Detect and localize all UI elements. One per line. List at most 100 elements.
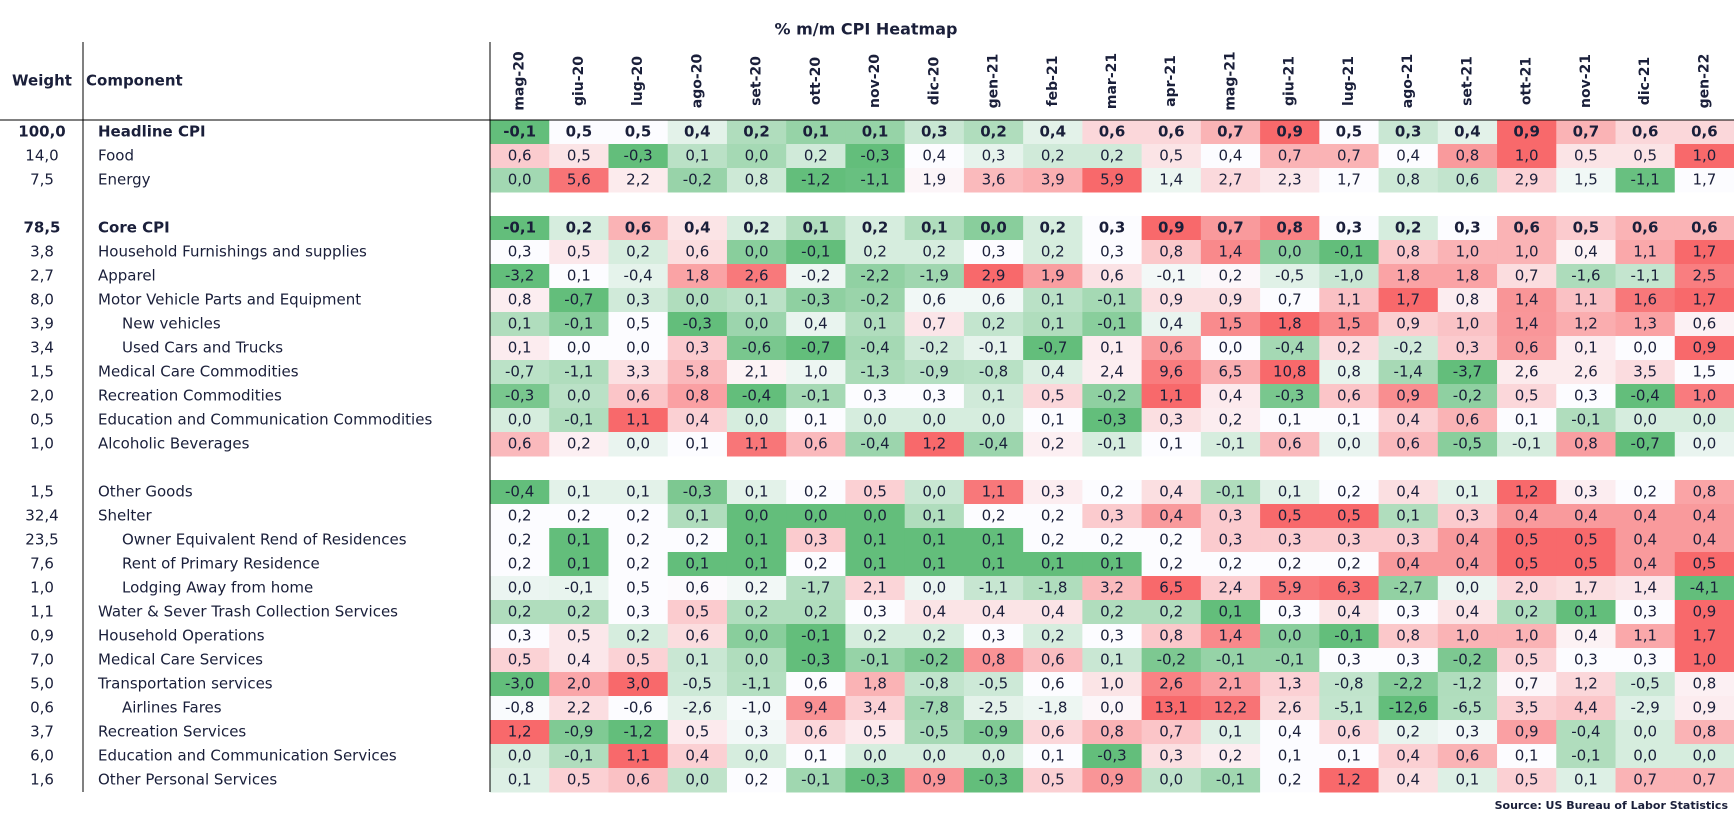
cell-value: -0,3: [505, 387, 534, 405]
cell-value: 0,0: [804, 507, 828, 525]
cell-value: 0,1: [1219, 603, 1243, 621]
heat-cell: [1141, 744, 1202, 769]
heat-cell: [726, 600, 787, 625]
heat-cell: [786, 384, 846, 409]
heat-cell: [1497, 624, 1557, 649]
heat-cell: [1437, 768, 1498, 793]
weight: 0,5: [30, 411, 54, 429]
heat-cell: [1260, 744, 1320, 769]
heat-cell: [1556, 624, 1617, 649]
heat-cell: [963, 432, 1024, 457]
heat-cell: [490, 768, 550, 793]
cell-value: 0,0: [508, 171, 532, 189]
cell-value: -0,7: [801, 339, 830, 357]
cell-value: 0,2: [863, 243, 887, 261]
cell-value: 0,4: [1455, 555, 1479, 573]
cell-value: 0,3: [508, 627, 532, 645]
cell-value: -0,8: [979, 363, 1008, 381]
heat-cell: [1200, 696, 1261, 721]
cell-value: 0,3: [1633, 603, 1657, 621]
heat-cell: [726, 648, 787, 673]
heat-cell: [1497, 672, 1557, 697]
heat-cell: [667, 312, 728, 337]
heat-cell: [667, 240, 728, 265]
cell-value: 0,8: [745, 171, 769, 189]
heat-cell: [1260, 360, 1320, 385]
heat-cell: [1082, 408, 1143, 433]
cell-value: 1,4: [1219, 627, 1243, 645]
cell-value: 0,6: [508, 147, 532, 165]
cell-value: 0,5: [1574, 147, 1598, 165]
cell-value: 2,1: [863, 579, 887, 597]
cell-value: -0,7: [1631, 435, 1660, 453]
month-header: set-20: [749, 56, 765, 106]
cell-value: -0,8: [1334, 675, 1363, 693]
cell-value: 0,1: [1574, 603, 1598, 621]
cell-value: 0,1: [803, 123, 830, 141]
cell-value: 1,0: [1100, 675, 1124, 693]
cell-value: 1,0: [1692, 147, 1716, 165]
cell-value: 0,2: [1041, 435, 1065, 453]
cell-value: 0,0: [1278, 243, 1302, 261]
cell-value: 0,1: [804, 747, 828, 765]
cell-value: -0,3: [1275, 387, 1304, 405]
cell-value: 0,6: [1099, 123, 1126, 141]
cell-value: -0,9: [979, 723, 1008, 741]
cell-value: -0,1: [1216, 771, 1245, 789]
cell-value: 0,7: [1217, 219, 1244, 237]
cell-value: 0,3: [1574, 387, 1598, 405]
cell-value: 0,0: [863, 507, 887, 525]
heat-cell: [608, 264, 669, 289]
heat-cell: [490, 288, 550, 313]
cell-value: 0,2: [626, 531, 650, 549]
cell-value: 0,2: [508, 507, 532, 525]
heat-cell: [1378, 528, 1439, 553]
heat-cell: [845, 336, 906, 361]
cell-value: 0,6: [626, 771, 650, 789]
heat-cell: [726, 432, 787, 457]
heat-cell: [1674, 336, 1734, 361]
cell-value: 1,2: [922, 435, 946, 453]
cell-value: 0,2: [804, 147, 828, 165]
weight: 1,5: [30, 363, 54, 381]
cell-value: 3,5: [1633, 363, 1657, 381]
cell-value: 0,0: [922, 747, 946, 765]
cell-value: 0,6: [1455, 171, 1479, 189]
cell-value: -0,1: [1334, 243, 1363, 261]
cell-value: 1,7: [1337, 171, 1361, 189]
cell-value: 0,7: [1515, 267, 1539, 285]
cell-value: 0,0: [745, 411, 769, 429]
heat-cell: [786, 768, 846, 793]
cell-value: 0,1: [1100, 555, 1124, 573]
heat-cell: [1674, 312, 1734, 337]
cell-value: 0,0: [1633, 411, 1657, 429]
cell-value: 2,6: [745, 267, 769, 285]
cell-value: 0,1: [508, 339, 532, 357]
cell-value: -0,1: [503, 219, 536, 237]
heat-cell: [1615, 528, 1676, 553]
cell-value: -0,7: [1038, 339, 1067, 357]
heat-cell: [963, 264, 1024, 289]
cell-value: 2,6: [1159, 675, 1183, 693]
heat-cell: [1319, 288, 1380, 313]
heat-cell: [608, 336, 669, 361]
heat-cell: [1082, 432, 1143, 457]
cell-value: 0,6: [1632, 123, 1659, 141]
cell-value: -0,1: [1216, 435, 1245, 453]
cell-value: 0,7: [1573, 123, 1600, 141]
heat-cell: [490, 600, 550, 625]
heat-cell: [1260, 600, 1320, 625]
cell-value: 0,1: [685, 507, 709, 525]
heat-cell: [1141, 144, 1202, 169]
heat-cell: [963, 408, 1024, 433]
cell-value: -0,7: [564, 291, 593, 309]
heat-cell: [1674, 288, 1734, 313]
heat-cell: [1378, 432, 1439, 457]
cell-value: 0,3: [1455, 507, 1479, 525]
heat-cell: [845, 528, 906, 553]
heat-cell: [1200, 552, 1261, 577]
cell-value: 0,4: [1633, 531, 1657, 549]
cell-value: -0,3: [860, 771, 889, 789]
heat-cell: [1200, 288, 1261, 313]
heat-cell: [1082, 288, 1143, 313]
